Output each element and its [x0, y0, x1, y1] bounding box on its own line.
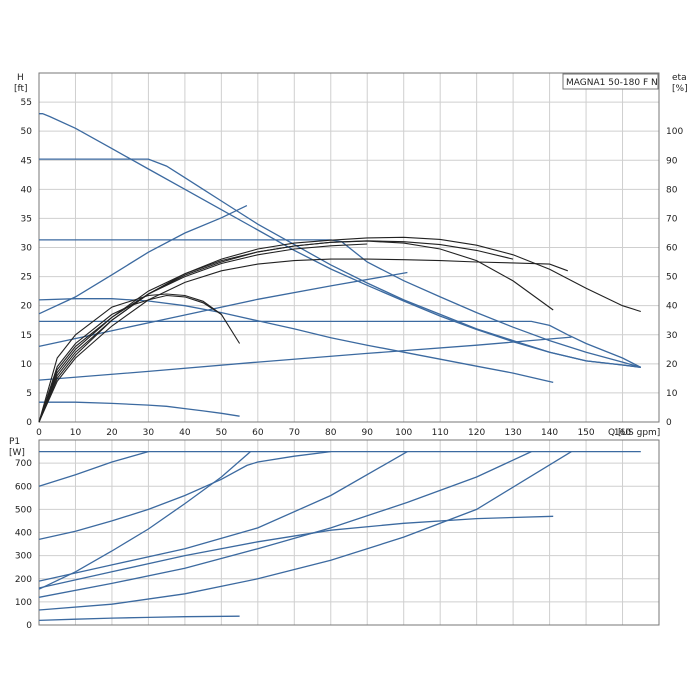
- head-tick-label: 5: [26, 389, 32, 399]
- pump-model-title: MAGNA1 50-180 F N: [566, 78, 658, 88]
- head-tick-label: 15: [21, 331, 32, 341]
- flow-tick-label: 0: [36, 428, 42, 438]
- power-curve: [38, 450, 331, 541]
- flow-tick-label: 60: [252, 428, 264, 438]
- pump-model-box: [562, 73, 659, 90]
- flow-tick-label: 30: [143, 428, 155, 438]
- head-curve: [39, 239, 641, 368]
- head-tick-label: 20: [21, 302, 33, 312]
- flow-tick-label: 110: [432, 428, 449, 438]
- power-curve: [38, 451, 251, 590]
- head-curve: [39, 320, 642, 368]
- efficiency-tick-label: 40: [666, 302, 678, 312]
- efficiency-curve: [38, 240, 554, 423]
- efficiency-curve: [38, 293, 241, 423]
- efficiency-tick-labels: 0 10 20 30 40 50 60 70 80 90 100: [666, 127, 683, 428]
- flow-tick-label: 120: [468, 428, 485, 438]
- flow-tick-label: 130: [505, 428, 522, 438]
- head-tick-label: 10: [21, 360, 33, 370]
- head-plot-frame: [38, 72, 660, 423]
- power-axis-label: P1: [9, 437, 20, 447]
- power-grid: [38, 440, 659, 626]
- efficiency-tick-label: 60: [666, 244, 678, 254]
- head-tick-label: 45: [21, 156, 32, 166]
- efficiency-tick-label: 70: [666, 214, 678, 224]
- system-curve: [38, 336, 572, 381]
- flow-tick-label: 150: [577, 428, 594, 438]
- flow-tick-label: 10: [70, 428, 82, 438]
- power-tick-labels: 0 100 200 300 400 500 600 700: [15, 459, 32, 631]
- flow-tick-label: 140: [541, 428, 558, 438]
- efficiency-tick-label: 20: [666, 360, 678, 370]
- efficiency-axis-unit: [%]: [672, 84, 688, 94]
- efficiency-tick-label: 10: [666, 389, 678, 399]
- power-tick-label: 300: [15, 552, 32, 562]
- flow-tick-label: 40: [179, 428, 191, 438]
- efficiency-curve: [38, 243, 368, 423]
- head-curve: [39, 158, 641, 368]
- power-curves: [38, 450, 641, 622]
- efficiency-curve: [38, 294, 222, 423]
- flow-tick-label: 50: [216, 428, 228, 438]
- head-tick-label: 35: [21, 214, 32, 224]
- head-axis-label: H: [17, 73, 24, 83]
- flow-tick-label: 160: [614, 428, 631, 438]
- power-tick-label: 0: [26, 621, 32, 631]
- efficiency-curve: [38, 258, 568, 423]
- power-tick-label: 200: [15, 575, 32, 585]
- head-efficiency-curves: [38, 113, 642, 423]
- head-axis-unit: [ft]: [14, 84, 28, 94]
- power-curve: [38, 451, 572, 611]
- head-tick-label: 25: [21, 273, 32, 283]
- power-plot-frame: [38, 439, 660, 626]
- efficiency-tick-label: 30: [666, 331, 678, 341]
- head-tick-label: 50: [21, 127, 33, 137]
- flow-tick-label: 90: [362, 428, 374, 438]
- flow-tick-label: 70: [289, 428, 301, 438]
- power-panel: 0 100 200 300 400 500 600 700 P1 [W]: [9, 437, 660, 631]
- power-curve: [38, 451, 408, 582]
- power-tick-label: 100: [15, 598, 32, 608]
- efficiency-axis-label: eta: [672, 73, 687, 83]
- head-tick-label: 55: [21, 98, 32, 108]
- efficiency-tick-label: 50: [666, 273, 678, 283]
- efficiency-tick-label: 90: [666, 156, 678, 166]
- flow-tick-label: 20: [106, 428, 118, 438]
- power-axis-unit: [W]: [9, 448, 25, 458]
- efficiency-tick-label: 0: [666, 418, 672, 428]
- power-tick-label: 400: [15, 529, 32, 539]
- head-efficiency-panel: 0 10 20 30 40 50 60 70 80 90 100 110 120 130 140 150 160…: [14, 72, 688, 438]
- power-curve: [38, 515, 554, 589]
- head-tick-labels: 0 5 10 15 20 25 30 35 40 45 50 55: [21, 98, 33, 428]
- flow-tick-label: 80: [325, 428, 337, 438]
- head-tick-label: 30: [21, 244, 33, 254]
- head-tick-label: 0: [26, 418, 32, 428]
- power-tick-label: 700: [15, 459, 32, 469]
- power-tick-label: 600: [15, 482, 32, 492]
- flow-axis-label: Q [US gpm]: [608, 428, 660, 438]
- power-curve: [38, 451, 532, 598]
- efficiency-curve: [38, 240, 514, 423]
- head-curve: [38, 298, 554, 384]
- power-curve: [38, 615, 240, 622]
- efficiency-tick-label: 100: [666, 127, 683, 137]
- system-curve: [38, 205, 248, 315]
- power-curve: [38, 450, 149, 487]
- flow-tick-labels: 0 10 20 30 40 50 60 70 80 90 100 110 120 130 140 150 160: [36, 428, 631, 438]
- head-curve: [39, 401, 240, 417]
- efficiency-tick-label: 80: [666, 185, 678, 195]
- flow-tick-label: 100: [395, 428, 412, 438]
- power-tick-label: 500: [15, 505, 32, 515]
- system-curve: [38, 271, 408, 348]
- head-tick-label: 40: [21, 185, 33, 195]
